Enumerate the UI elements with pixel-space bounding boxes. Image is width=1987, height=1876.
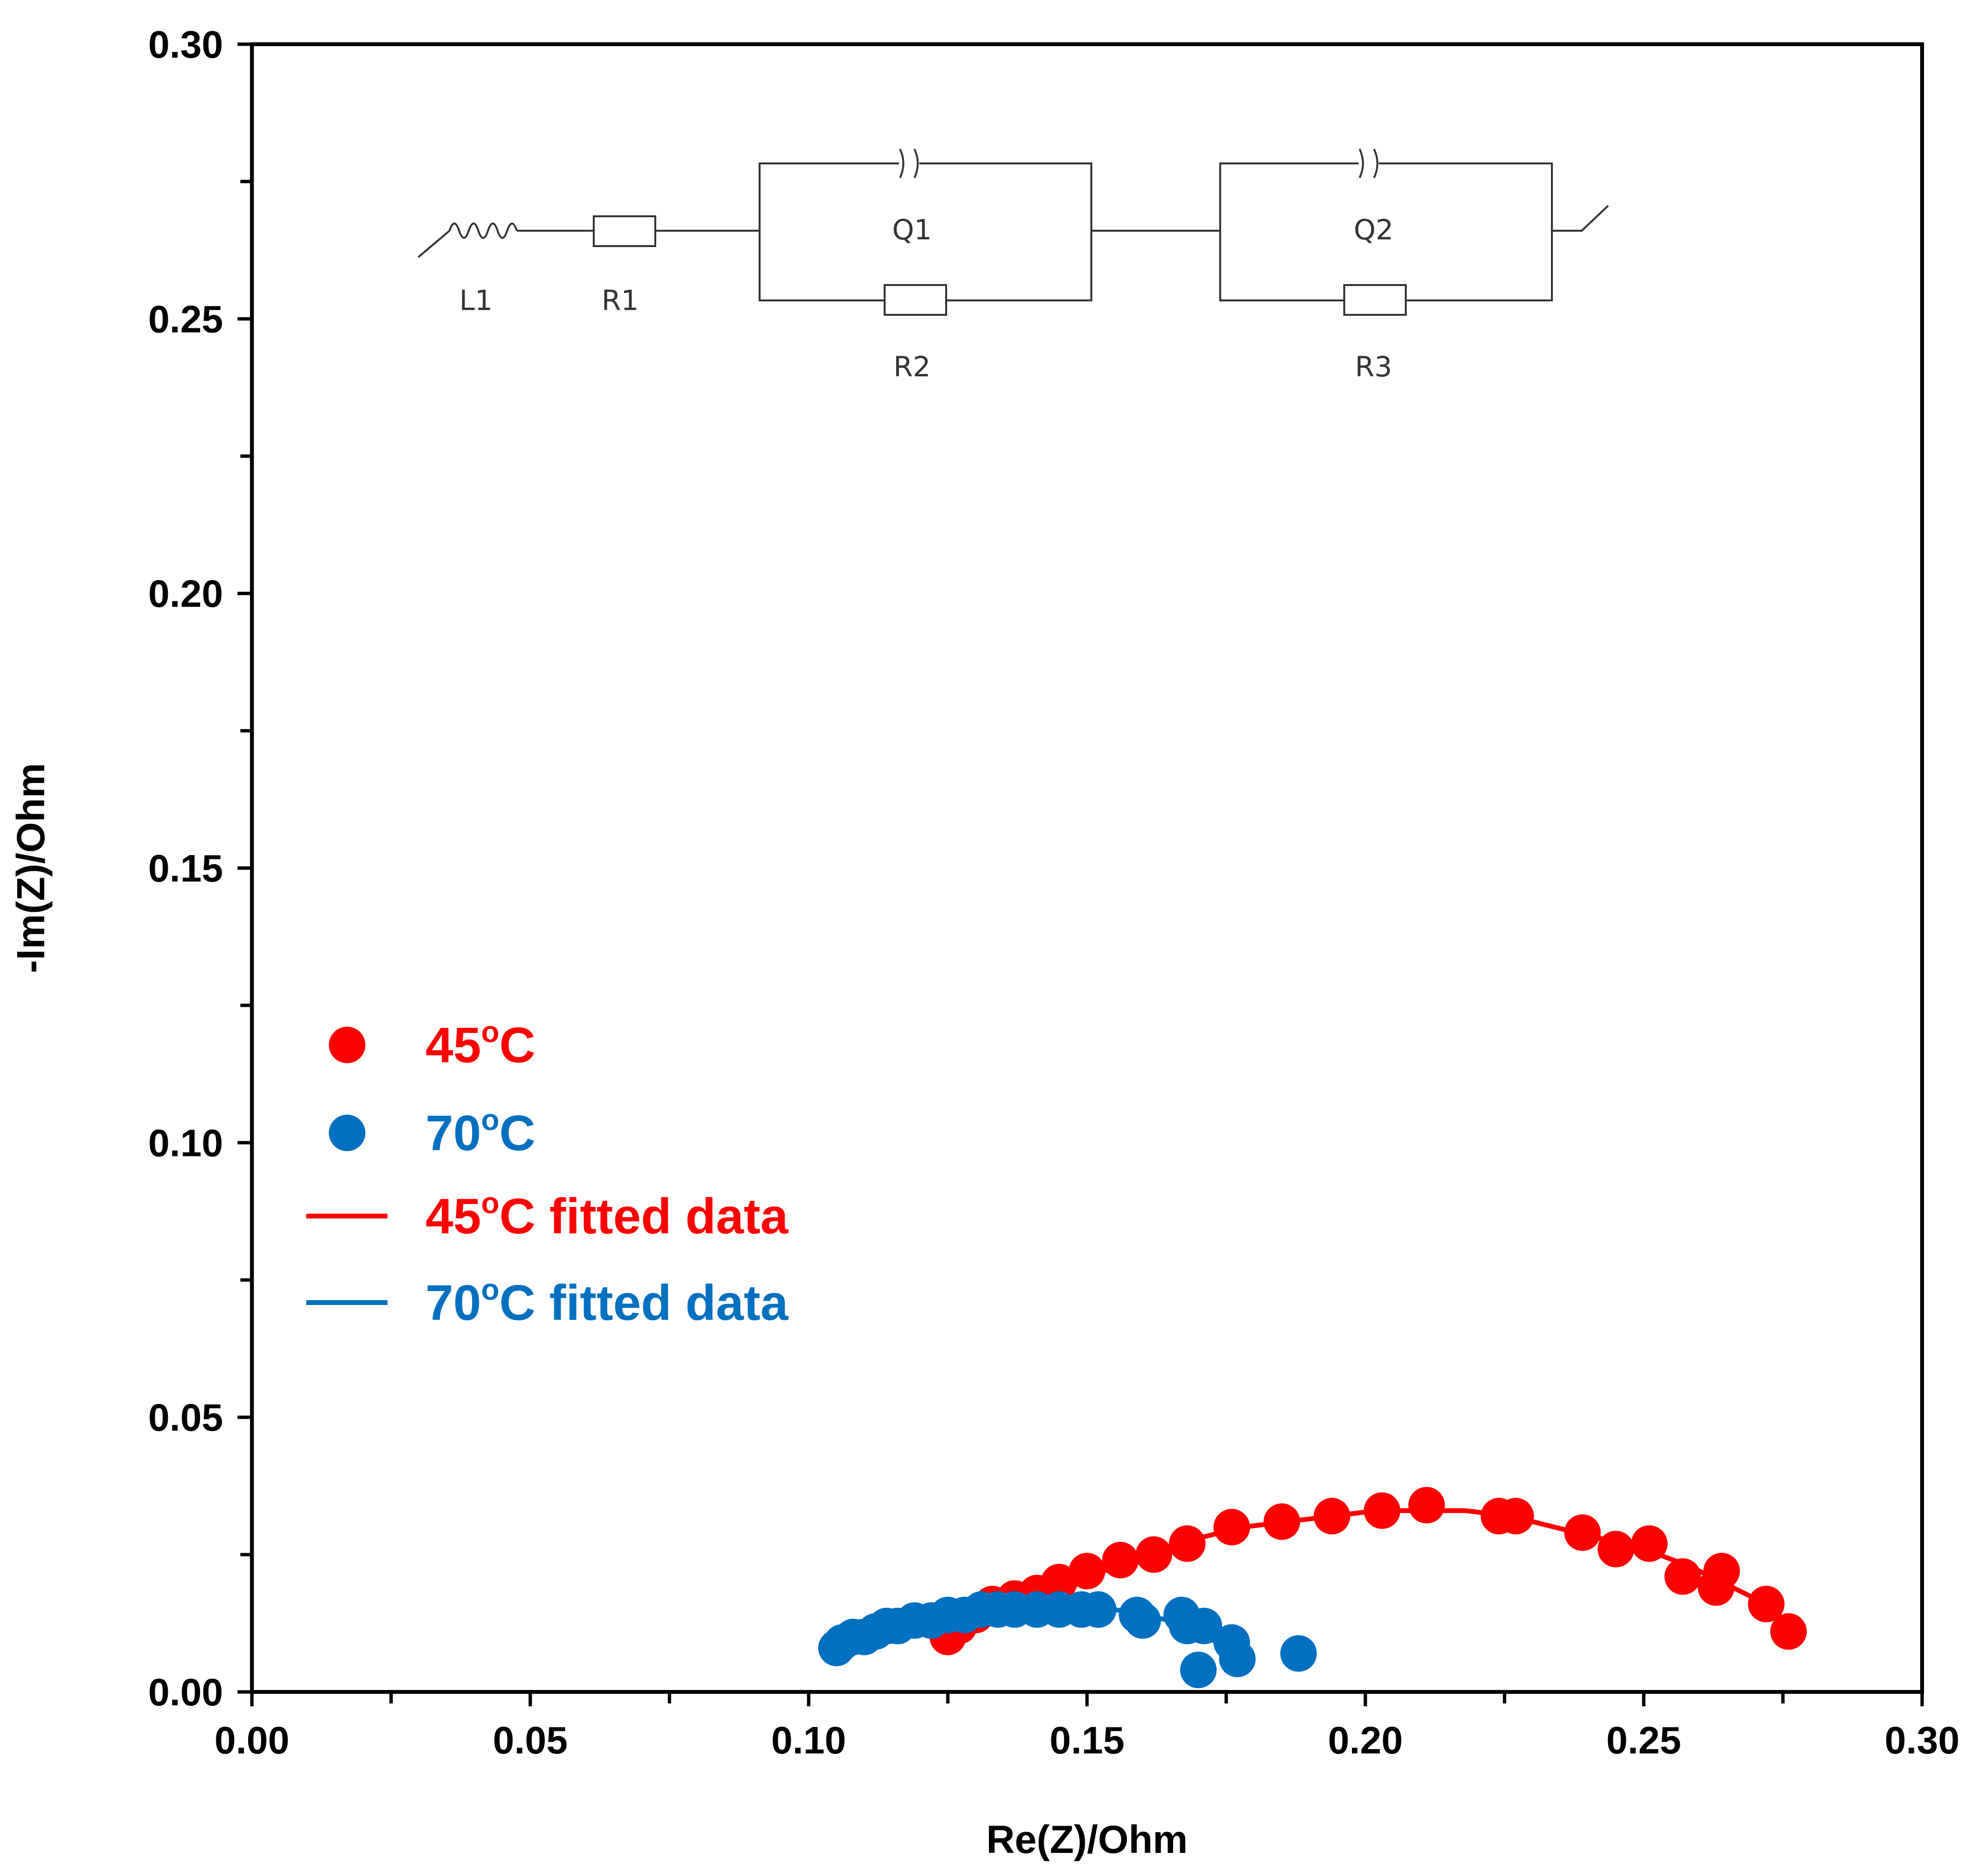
data-point-series-0 (1136, 1536, 1172, 1573)
data-point-series-0 (1497, 1498, 1534, 1535)
data-point-series-0 (1263, 1503, 1300, 1540)
circuit-block2-frame-bottom-left (1219, 231, 1344, 301)
circuit-label-r3: R3 (1355, 350, 1392, 383)
inductor-icon (449, 223, 518, 239)
y-tick-label: 0.20 (148, 572, 223, 615)
legend-label-70c: 70oC (425, 1104, 536, 1161)
data-point-series-1 (1080, 1591, 1117, 1628)
data-point-series-0 (1748, 1586, 1785, 1623)
y-tick-label: 0.30 (148, 23, 223, 66)
circuit-block2-frame (1219, 162, 1359, 231)
x-tick-label: 0.25 (1606, 1719, 1681, 1762)
y-tick-label: 0.25 (148, 298, 223, 340)
y-axis-ticks: 0.00 0.05 0.10 0.15 0.20 0.25 0.30 (148, 23, 252, 1714)
legend-label-70c-fitted: 70oC fitted data (425, 1273, 789, 1331)
data-point-series-0 (1631, 1525, 1668, 1562)
data-point-series-0 (1169, 1525, 1206, 1562)
circuit-block1-frame-bottom-left (759, 231, 885, 301)
circuit-block1-frame-top-right (919, 162, 1092, 301)
x-axis-ticks: 0.00 0.05 0.10 0.15 0.20 0.25 0.30 (214, 1692, 1960, 1762)
cpe-q2-icon (1359, 149, 1378, 178)
data-point-series-1 (1280, 1635, 1317, 1672)
circuit-lead-in (417, 230, 450, 258)
data-point-series-1 (1124, 1602, 1161, 1639)
x-tick-label: 0.30 (1885, 1719, 1960, 1762)
y-tick-label: 0.00 (148, 1671, 223, 1714)
y-axis-label: -Im(Z)/Ohm (9, 763, 53, 973)
data-point-series-0 (1041, 1564, 1078, 1601)
series-layer (818, 1487, 1807, 1689)
data-point-series-0 (1408, 1487, 1445, 1524)
data-point-series-0 (1313, 1498, 1350, 1535)
circuit-label-q2: Q2 (1354, 213, 1394, 246)
data-point-series-0 (1213, 1509, 1250, 1546)
legend-marker-45c (329, 1027, 365, 1063)
data-point-series-0 (1363, 1492, 1400, 1529)
x-tick-label: 0.15 (1050, 1719, 1125, 1762)
y-tick-label: 0.10 (148, 1121, 223, 1164)
circuit-block1-frame (759, 162, 899, 231)
x-axis-label: Re(Z)/Ohm (986, 1818, 1187, 1862)
circuit-lead-out (1552, 205, 1609, 232)
data-point-series-0 (1664, 1558, 1701, 1595)
x-tick-label: 0.00 (214, 1719, 289, 1762)
legend-marker-70c (329, 1115, 365, 1151)
circuit-label-q1: Q1 (892, 213, 932, 246)
data-point-series-0 (1703, 1553, 1740, 1590)
data-point-series-1 (1219, 1640, 1256, 1677)
circuit-label-r2: R2 (893, 350, 930, 383)
y-tick-label: 0.15 (148, 847, 223, 890)
data-point-series-0 (1598, 1530, 1635, 1567)
circuit-label-r1: R1 (601, 284, 638, 317)
x-tick-label: 0.20 (1328, 1719, 1403, 1762)
data-point-series-1 (1186, 1607, 1223, 1644)
y-tick-label: 0.05 (148, 1396, 223, 1439)
x-tick-label: 0.05 (493, 1719, 568, 1762)
circuit-label-l1: L1 (459, 284, 492, 317)
legend-label-45c-fitted: 45oC fitted data (425, 1187, 789, 1244)
data-point-series-0 (1069, 1553, 1105, 1590)
circuit-block2-frame-top-right (1379, 162, 1553, 301)
legend-label-45c: 45oC (425, 1016, 536, 1073)
legend: 45oC 70oC 45oC fitted data 70oC fitted d… (306, 1016, 789, 1331)
data-point-series-1 (1180, 1652, 1217, 1689)
data-point-series-0 (1564, 1514, 1601, 1551)
data-point-series-0 (1102, 1541, 1139, 1578)
equivalent-circuit-inset: L1 R1 Q1 R2 Q2 R3 (417, 149, 1609, 383)
data-point-series-0 (1770, 1613, 1807, 1650)
x-tick-label: 0.10 (771, 1719, 846, 1762)
cpe-q1-icon (899, 149, 919, 178)
